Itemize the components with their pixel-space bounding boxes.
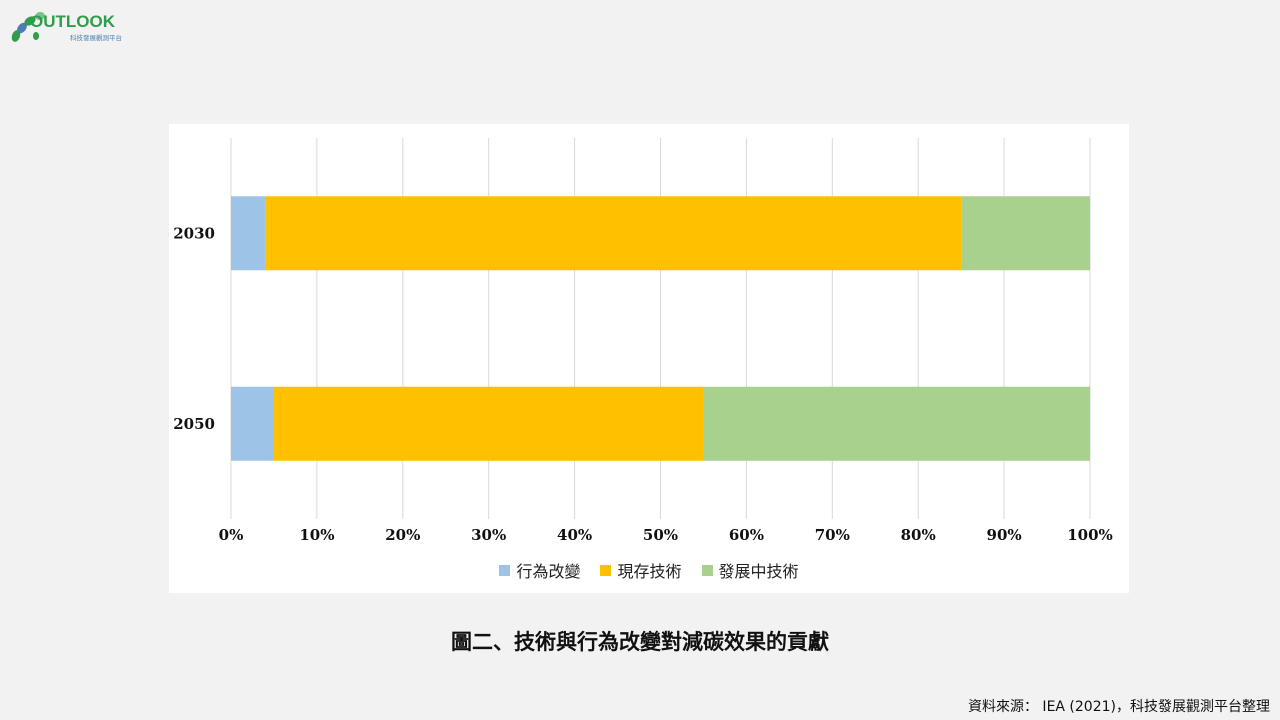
x-tick-label: 0% bbox=[219, 526, 244, 544]
legend-label: 行為改變 bbox=[516, 562, 581, 581]
source-note: 資料來源： IEA (2021)，科技發展觀測平台整理 bbox=[967, 699, 1270, 715]
x-tick-label: 20% bbox=[385, 526, 420, 544]
x-tick-label: 100% bbox=[1067, 526, 1113, 544]
logo-leaf-icon bbox=[11, 11, 45, 42]
bar-segment-2050-2 bbox=[703, 386, 1090, 461]
x-tick-label: 80% bbox=[901, 526, 936, 544]
y-tick-label: 2030 bbox=[173, 224, 215, 242]
x-tick-label: 40% bbox=[557, 526, 592, 544]
legend-item: 發展中技術 bbox=[701, 558, 799, 582]
bars bbox=[231, 196, 1090, 461]
bar-segment-2030-1 bbox=[265, 196, 962, 271]
x-tick-label: 50% bbox=[643, 526, 678, 544]
chart-card: 0% 10% 20% 30% 40% 50% 60% 70% 80% 90% 100% 2030 20… bbox=[169, 124, 1129, 593]
y-tick-label: 2050 bbox=[173, 415, 215, 433]
bar-segment-2030-0 bbox=[231, 196, 266, 271]
legend-label: 現存技術 bbox=[617, 562, 682, 581]
bar-segment-2050-1 bbox=[273, 386, 704, 461]
bar-segment-2030-2 bbox=[961, 196, 1090, 271]
stacked-bar-chart: 0% 10% 20% 30% 40% 50% 60% 70% 80% 90% 100% 203020… bbox=[173, 138, 1113, 544]
x-tick-label: 10% bbox=[299, 526, 334, 544]
x-tick-label: 60% bbox=[729, 526, 764, 544]
y-axis-ticks: 2030 2050 bbox=[173, 224, 215, 433]
legend-swatch bbox=[499, 564, 511, 576]
x-tick-label: 90% bbox=[987, 526, 1022, 544]
legend-swatch bbox=[600, 564, 612, 576]
logo-subtitle: 科技發展觀測平台 bbox=[70, 34, 122, 42]
x-axis-ticks: 0% 10% 20% 30% 40% 50% 60% 70% 80% 90% 100% bbox=[219, 526, 1113, 544]
outlook-logo: OUTLOOK 科技發展觀測平台 bbox=[10, 6, 122, 44]
grid-lines bbox=[230, 138, 1091, 519]
legend-label: 發展中技術 bbox=[718, 562, 799, 581]
x-tick-label: 70% bbox=[815, 526, 850, 544]
legend-item: 行為改變 bbox=[499, 558, 580, 582]
figure-caption: 圖二、技術與行為改變對減碳效果的貢獻 bbox=[451, 630, 829, 654]
chart-legend: 行為改變 現存技術 發展中技術 bbox=[169, 558, 1129, 582]
bar-segment-2050-0 bbox=[231, 386, 274, 461]
x-tick-label: 30% bbox=[471, 526, 506, 544]
legend-swatch bbox=[701, 564, 713, 576]
logo-text: OUTLOOK bbox=[30, 12, 115, 31]
legend-item: 現存技術 bbox=[600, 558, 682, 582]
